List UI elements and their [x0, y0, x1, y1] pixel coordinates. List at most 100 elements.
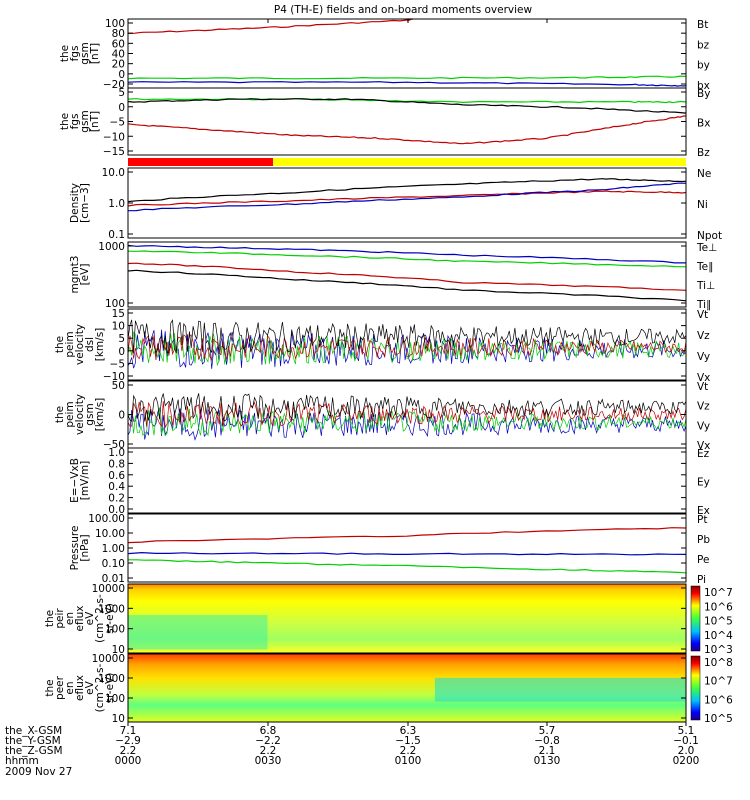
y-tick-label: 0 — [118, 346, 125, 358]
series-line — [127, 262, 687, 291]
legend-entry: Ex — [697, 505, 710, 517]
x-axis-value: 0100 — [395, 755, 422, 767]
series-line — [127, 98, 687, 114]
y-tick-label: 1000 — [98, 673, 125, 685]
y-axis-label-line: Pressure — [69, 526, 81, 571]
y-axis-label-line: fgs — [69, 114, 81, 130]
y-axis-label-line: gsm — [79, 110, 91, 132]
y-axis-label-line: [eV] — [79, 264, 91, 286]
panel-frame — [127, 583, 687, 654]
y-tick-label: 100 — [105, 624, 125, 636]
y-axis-label-line: en — [64, 681, 76, 694]
y-axis-label-line: the — [59, 45, 71, 62]
panel-frame — [127, 308, 687, 381]
x-axis-value: −0.8 — [534, 735, 560, 747]
y-tick-label: 15 — [112, 308, 125, 320]
legend-entry: Vt — [697, 381, 708, 393]
y-axis-label-line: Density — [69, 183, 81, 223]
x-axis-value: −1.5 — [395, 735, 421, 747]
x-axis-value: 2.2 — [260, 745, 277, 757]
y-axis-label-line: E=−VxB — [69, 458, 81, 503]
legend-entry: Pi — [697, 574, 706, 586]
y-tick-label: −10 — [103, 371, 125, 383]
legend-entry: Pe — [697, 554, 709, 566]
legend-entry: Ni — [697, 199, 708, 211]
y-tick-label: 100 — [105, 693, 125, 705]
y-tick-label: 1.0 — [108, 447, 125, 459]
y-axis-label-line: [km/s] — [94, 328, 106, 362]
y-tick-label: 10 — [112, 713, 125, 725]
series-line — [128, 559, 687, 574]
legend-entry: Ti∥ — [696, 299, 711, 311]
y-tick-label: 1.00 — [102, 543, 125, 555]
x-axis-row-label: the_Z-GSM — [5, 745, 63, 757]
series-line — [127, 551, 687, 556]
y-tick-label: 10.0 — [102, 167, 125, 179]
x-axis-value: −2.2 — [255, 735, 281, 747]
x-axis-value: 6.3 — [400, 725, 417, 737]
y-axis-label-line: peir — [54, 608, 66, 629]
x-axis-value: 2.2 — [120, 745, 137, 757]
series-blue — [127, 329, 687, 369]
colorbar — [690, 655, 701, 721]
y-axis-label: Density[cm−3] — [69, 183, 91, 223]
legend-entry: Te∥ — [696, 261, 713, 273]
x-axis-value: 0200 — [673, 755, 700, 767]
y-tick-label: 10000 — [92, 583, 125, 595]
y-tick-label: 0.2 — [108, 493, 125, 505]
y-tick-label: 5 — [118, 333, 125, 345]
colorbar-label: 10^8 — [704, 657, 733, 669]
panel-frame — [127, 87, 687, 156]
x-axis-row-label: the_Y-GSM — [5, 735, 61, 747]
y-tick-label: 0.8 — [108, 458, 125, 470]
y-tick-label: 0.0 — [108, 504, 125, 516]
panel-frame — [127, 447, 687, 514]
y-axis-label-line: eV — [84, 680, 96, 694]
series-line — [127, 115, 687, 145]
y-axis-label-line: sr-eV) — [104, 673, 116, 704]
series-line — [127, 75, 687, 80]
panel-frame — [127, 241, 687, 308]
y-axis-label-line: peim — [64, 401, 76, 427]
y-axis-label: mgmt3[eV] — [69, 256, 91, 294]
legend-entry: Vz — [697, 401, 710, 413]
x-axis-value: 5.1 — [678, 725, 695, 737]
y-axis-label-line: the — [44, 610, 56, 627]
legend-entry: Vy — [697, 420, 710, 432]
y-tick-label: −10 — [103, 131, 125, 143]
x-axis-value: 2.0 — [678, 745, 695, 757]
chart-title: P4 (TH-E) fields and on-board moments ov… — [274, 4, 533, 16]
series-red — [127, 334, 687, 361]
y-tick-label: 0.4 — [108, 481, 125, 493]
y-tick-label: 5 — [118, 87, 125, 99]
y-tick-label: 40 — [112, 49, 125, 61]
status-segment — [273, 158, 686, 166]
y-axis-label-line: [nPa] — [79, 534, 91, 561]
y-axis-label-line: velocity — [74, 324, 86, 365]
y-tick-label: 100 — [105, 298, 125, 310]
y-tick-label: 0 — [118, 102, 125, 114]
y-axis-label-line: [km/s] — [94, 398, 106, 432]
series-line — [127, 250, 687, 268]
legend-entry: Bt — [697, 19, 708, 31]
legend-entry: Bx — [697, 118, 710, 130]
x-axis-value: 0130 — [534, 755, 561, 767]
y-axis-label-line: [mV/m] — [79, 461, 91, 500]
y-axis-label: E=−VxB[mV/m] — [69, 458, 91, 503]
y-axis-label-line: (cm^2-s- — [94, 594, 106, 643]
legend-entry: Vx — [697, 372, 710, 384]
series-line — [127, 244, 686, 264]
y-axis-label-line: [nT] — [89, 111, 101, 132]
series-black — [127, 393, 687, 422]
colorbar-label: 10^5 — [704, 713, 733, 725]
y-tick-label: 10000 — [92, 653, 125, 665]
spectrogram-low-flux — [128, 615, 268, 650]
legend-entry: Vz — [697, 330, 710, 342]
colorbar-label: 10^4 — [704, 630, 733, 642]
y-tick-label: −20 — [103, 79, 125, 91]
